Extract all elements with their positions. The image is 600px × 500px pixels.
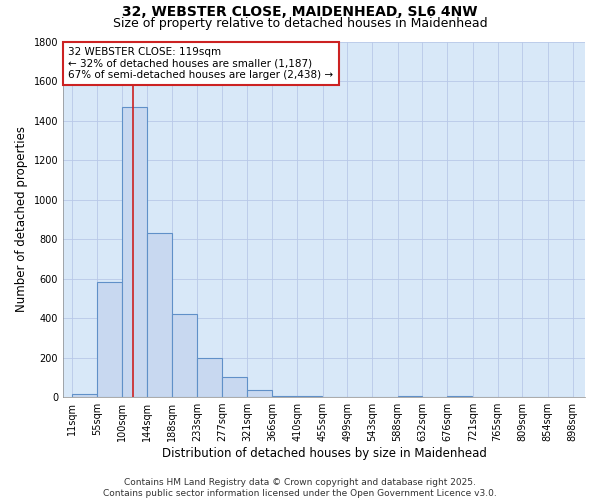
Bar [172,314,197,397]
Y-axis label: Number of detached properties: Number of detached properties [15,126,28,312]
X-axis label: Distribution of detached houses by size in Maidenhead: Distribution of detached houses by size … [161,447,487,460]
Text: Contains HM Land Registry data © Crown copyright and database right 2025.
Contai: Contains HM Land Registry data © Crown c… [103,478,497,498]
Bar [297,396,322,397]
Text: Size of property relative to detached houses in Maidenhead: Size of property relative to detached ho… [113,18,487,30]
Bar [222,378,247,397]
Bar [197,358,222,397]
Bar [398,396,422,397]
Bar [147,233,172,397]
Text: 32, WEBSTER CLOSE, MAIDENHEAD, SL6 4NW: 32, WEBSTER CLOSE, MAIDENHEAD, SL6 4NW [122,5,478,19]
Bar [247,390,272,397]
Text: 32 WEBSTER CLOSE: 119sqm
← 32% of detached houses are smaller (1,187)
67% of sem: 32 WEBSTER CLOSE: 119sqm ← 32% of detach… [68,47,334,80]
Bar [97,282,122,397]
Bar [72,394,97,397]
Bar [448,396,472,397]
Bar [272,396,297,397]
Bar [122,106,147,397]
